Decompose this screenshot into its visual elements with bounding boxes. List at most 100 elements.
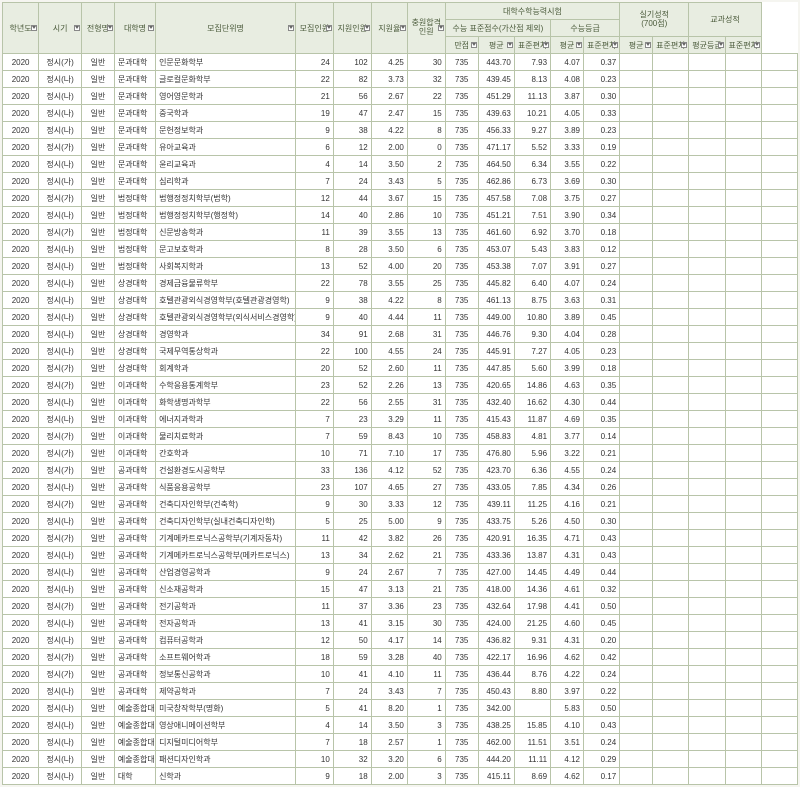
cell: 공과대학 xyxy=(114,683,155,700)
cell xyxy=(653,309,689,326)
cell xyxy=(620,190,653,207)
cell: 3.50 xyxy=(371,156,407,173)
cell xyxy=(653,445,689,462)
table-head: 학년도 시기 전형명 대학명 모집단위명 모집인원 지원인원 지원율 충원합격인… xyxy=(3,3,798,54)
filter-icon[interactable] xyxy=(31,25,37,31)
cell xyxy=(653,377,689,394)
col-ratio[interactable]: 지원율 xyxy=(371,3,407,54)
cell: 8 xyxy=(295,241,333,258)
cell: 12 xyxy=(295,190,333,207)
table-row: 2020정시(가)일반공과대학정보통신공학과10414.1011735436.4… xyxy=(3,666,798,683)
filter-icon[interactable] xyxy=(438,25,444,31)
cell: 공과대학 xyxy=(114,479,155,496)
cell: 컴퓨터공학과 xyxy=(156,632,296,649)
col-gsd[interactable]: 표준편차 xyxy=(583,37,619,54)
col-year[interactable]: 학년도 xyxy=(3,3,39,54)
filter-icon[interactable] xyxy=(576,42,582,48)
cell xyxy=(620,105,653,122)
cell: 3.50 xyxy=(371,241,407,258)
cell: 14 xyxy=(333,156,371,173)
col-applicants[interactable]: 지원인원 xyxy=(333,3,371,54)
cell: 3.29 xyxy=(371,411,407,428)
cell xyxy=(620,326,653,343)
filter-icon[interactable] xyxy=(543,42,549,48)
cell: 정시(나) xyxy=(39,258,82,275)
col-college[interactable]: 대학명 xyxy=(114,3,155,54)
cell: 735 xyxy=(445,751,478,768)
cell xyxy=(761,530,797,547)
cell xyxy=(653,462,689,479)
cell: 정시(나) xyxy=(39,751,82,768)
filter-icon[interactable] xyxy=(107,25,113,31)
filter-icon[interactable] xyxy=(326,25,332,31)
cell: 423.70 xyxy=(478,462,514,479)
cell: 4.55 xyxy=(371,343,407,360)
cell: 56 xyxy=(333,394,371,411)
cell: 4.55 xyxy=(551,462,584,479)
cell: 일반 xyxy=(81,190,114,207)
col-recruit[interactable]: 모집인원 xyxy=(295,3,333,54)
cell: 5 xyxy=(295,700,333,717)
cell xyxy=(653,190,689,207)
cell: 6 xyxy=(407,751,445,768)
filter-icon[interactable] xyxy=(74,25,80,31)
cell: 449.00 xyxy=(478,309,514,326)
cell xyxy=(725,564,761,581)
cell: 735 xyxy=(445,717,478,734)
filter-icon[interactable] xyxy=(645,42,651,48)
cell xyxy=(725,768,761,785)
col-unit[interactable]: 모집단위명 xyxy=(156,3,296,54)
filter-icon[interactable] xyxy=(400,25,406,31)
cell xyxy=(653,122,689,139)
filter-icon[interactable] xyxy=(148,25,154,31)
table-row: 2020정시(나)일반공과대학전자공학과13413.1530735424.002… xyxy=(3,615,798,632)
cell xyxy=(620,530,653,547)
col-ggavg[interactable]: 평균등급 xyxy=(689,37,725,54)
col-avg[interactable]: 평균 xyxy=(478,37,514,54)
col-ggsd[interactable]: 표준편차 xyxy=(725,37,761,54)
cell: 경제금융물류학부 xyxy=(156,275,296,292)
cell: 4.07 xyxy=(551,54,584,71)
cell: 2020 xyxy=(3,224,39,241)
cell: 3.20 xyxy=(371,751,407,768)
cell xyxy=(620,496,653,513)
cell: 0.43 xyxy=(583,530,619,547)
cell: 정보통신공학과 xyxy=(156,666,296,683)
cell: 444.20 xyxy=(478,751,514,768)
col-full[interactable]: 만점 xyxy=(445,37,478,54)
cell xyxy=(689,734,725,751)
col-additional[interactable]: 충원합격인원 xyxy=(407,3,445,54)
filter-icon[interactable] xyxy=(754,42,760,48)
filter-icon[interactable] xyxy=(507,42,513,48)
cell: 9 xyxy=(295,496,333,513)
cell: 735 xyxy=(445,360,478,377)
col-psd[interactable]: 표준편차 xyxy=(653,37,689,54)
filter-icon[interactable] xyxy=(681,42,687,48)
cell: 23 xyxy=(333,411,371,428)
col-gavg[interactable]: 평균 xyxy=(551,37,584,54)
cell: 2020 xyxy=(3,598,39,615)
cell: 2020 xyxy=(3,751,39,768)
filter-icon[interactable] xyxy=(288,25,294,31)
cell: 107 xyxy=(333,479,371,496)
table-row: 2020정시(나)일반공과대학건축디자인학부(실내건축디자인학)5255.009… xyxy=(3,513,798,530)
filter-icon[interactable] xyxy=(471,42,477,48)
filter-icon[interactable] xyxy=(612,42,618,48)
cell xyxy=(620,139,653,156)
cell: 일반 xyxy=(81,411,114,428)
col-type[interactable]: 전형명 xyxy=(81,3,114,54)
table-row: 2020정시(나)일반상경대학국제무역통상학과221004.5524735445… xyxy=(3,343,798,360)
cell xyxy=(653,649,689,666)
filter-icon[interactable] xyxy=(718,42,724,48)
col-pavg[interactable]: 평균 xyxy=(620,37,653,54)
cell: 735 xyxy=(445,666,478,683)
cell xyxy=(761,309,797,326)
filter-icon[interactable] xyxy=(364,25,370,31)
cell xyxy=(653,275,689,292)
col-sd[interactable]: 표준편차 xyxy=(514,37,550,54)
cell: 735 xyxy=(445,768,478,785)
cell xyxy=(761,360,797,377)
cell: 정시(가) xyxy=(39,462,82,479)
col-period[interactable]: 시기 xyxy=(39,3,82,54)
cell: 국제무역통상학과 xyxy=(156,343,296,360)
